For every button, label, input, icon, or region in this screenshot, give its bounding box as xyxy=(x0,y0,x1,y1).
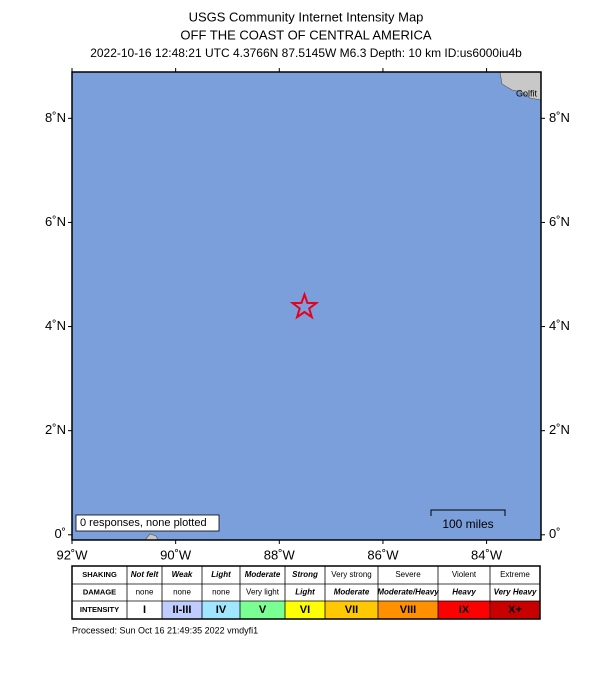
legend-cell: I xyxy=(143,604,146,616)
intensity-swatch xyxy=(240,601,285,619)
lat-label: 4˚N xyxy=(549,318,570,333)
scale-label: 100 miles xyxy=(442,517,493,531)
note: 0 responses, none plotted xyxy=(80,517,207,529)
lat-label: 0˚ xyxy=(54,526,66,541)
lat-label: 2˚N xyxy=(45,422,66,437)
legend-cell: Very Heavy xyxy=(494,588,537,597)
legend-cell: Heavy xyxy=(452,588,476,597)
legend-cell: Very strong xyxy=(331,570,371,579)
legend-cell: II-III xyxy=(173,604,192,616)
legend-cell: V xyxy=(259,604,267,616)
legend-row-label: DAMAGE xyxy=(83,587,116,596)
intensity-swatch xyxy=(490,601,540,619)
lon-label: 88˚W xyxy=(264,547,296,562)
title: USGS Community Internet Intensity Map xyxy=(189,9,424,24)
legend-cell: IX xyxy=(459,604,470,616)
lat-label: 4˚N xyxy=(45,318,66,333)
note-box xyxy=(75,514,220,532)
legend-cell: Strong xyxy=(292,570,318,579)
intensity-swatch xyxy=(162,601,202,619)
lat-label: 6˚N xyxy=(45,214,66,229)
intensity-swatch xyxy=(378,601,438,619)
lat-label: 0˚ xyxy=(549,526,561,541)
legend-cell: Very light xyxy=(246,588,280,597)
legend-cell: Moderate/Heavy xyxy=(377,588,439,597)
legend-row-label: SHAKING xyxy=(82,570,117,579)
legend-row-label: INTENSITY xyxy=(80,605,119,614)
map-frame xyxy=(71,71,542,541)
lat-label: 8˚N xyxy=(549,110,570,125)
place-label: Golfit xyxy=(516,88,538,98)
lat-label: 8˚N xyxy=(45,110,66,125)
legend-cell: VII xyxy=(345,604,358,616)
lon-label: 92˚W xyxy=(56,547,88,562)
scale-bar xyxy=(430,509,506,516)
intensity-swatch xyxy=(285,601,325,619)
lon-label: 84˚W xyxy=(471,547,503,562)
legend-cell: Severe xyxy=(395,570,421,579)
legend-cell: Not felt xyxy=(131,570,159,579)
legend-cell: Moderate xyxy=(245,570,281,579)
legend-cell: Weak xyxy=(172,570,193,579)
legend-cell: Violent xyxy=(452,570,477,579)
legend-cell: VIII xyxy=(400,604,417,616)
lon-label: 86˚W xyxy=(367,547,399,562)
lat-label: 2˚N xyxy=(549,422,570,437)
lat-label: 6˚N xyxy=(549,214,570,229)
intensity-swatch xyxy=(438,601,490,619)
legend-cell: Light xyxy=(295,588,315,597)
legend-cell: none xyxy=(173,588,191,597)
legend-cell: none xyxy=(136,588,154,597)
legend-cell: Light xyxy=(211,570,231,579)
legend-frame xyxy=(71,565,541,620)
legend-cell: Extreme xyxy=(500,570,530,579)
legend-cell: IV xyxy=(216,604,227,616)
ocean xyxy=(72,72,541,540)
epicenter xyxy=(289,291,320,320)
footer: Processed: Sun Oct 16 21:49:35 2022 vmdy… xyxy=(72,625,258,635)
legend-cell: none xyxy=(212,588,230,597)
legend-cell: VI xyxy=(300,604,310,616)
legend-cell: X+ xyxy=(508,604,522,616)
legend-cell: Moderate xyxy=(334,588,370,597)
subtitle: OFF THE COAST OF CENTRAL AMERICA xyxy=(180,27,431,42)
event-info: 2022-10-16 12:48:21 UTC 4.3766N 87.5145W… xyxy=(90,46,522,60)
intensity-swatch xyxy=(325,601,378,619)
intensity-swatch xyxy=(202,601,240,619)
lon-label: 90˚W xyxy=(160,547,192,562)
intensity-swatch xyxy=(127,601,162,619)
